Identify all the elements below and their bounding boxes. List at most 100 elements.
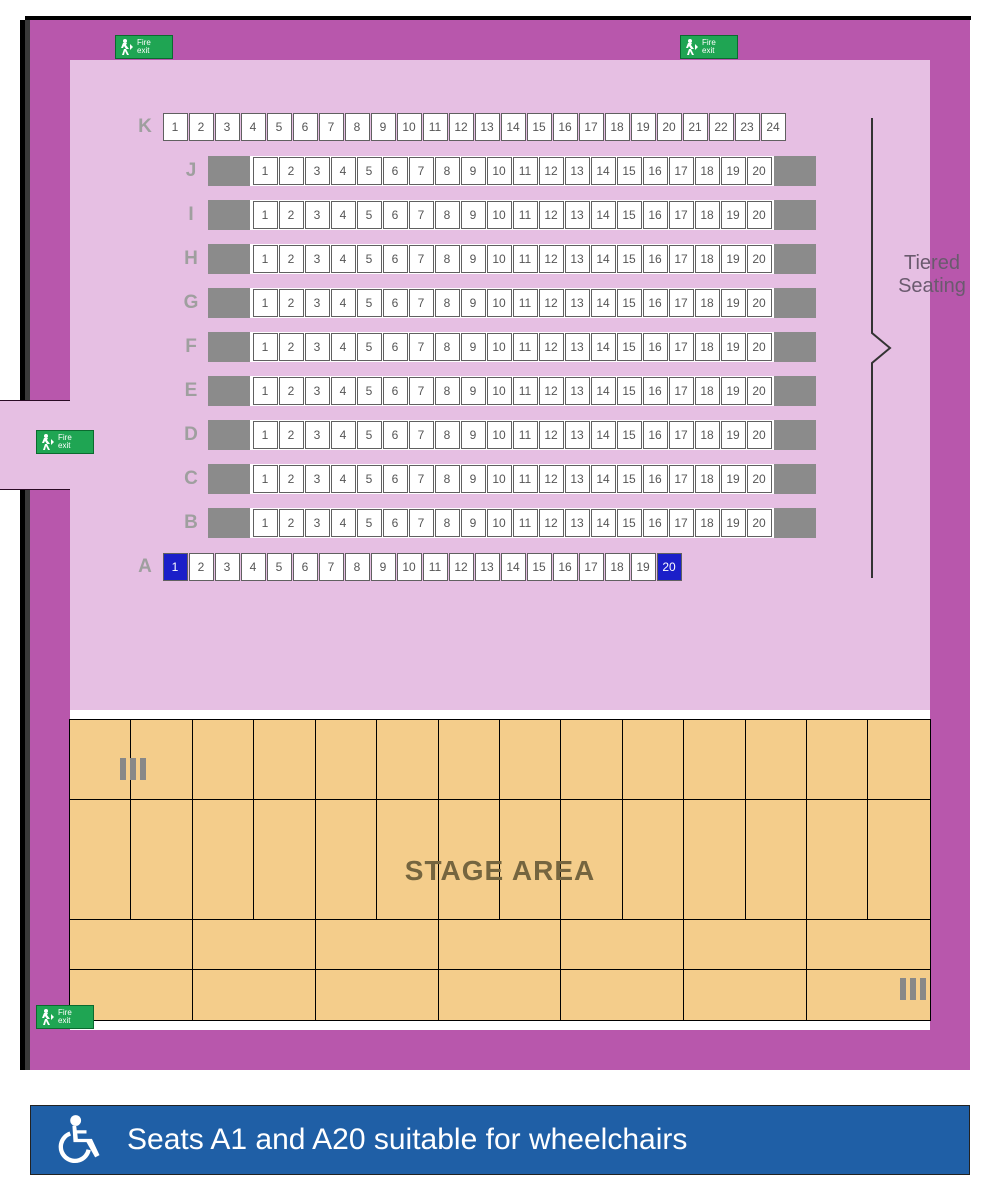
seat-C2[interactable]: 2	[280, 466, 303, 492]
seat-A11[interactable]: 11	[424, 554, 447, 580]
seat-A16[interactable]: 16	[554, 554, 577, 580]
seat-C19[interactable]: 19	[722, 466, 745, 492]
seat-B7[interactable]: 7	[410, 510, 433, 536]
seat-I12[interactable]: 12	[540, 202, 563, 228]
seat-I2[interactable]: 2	[280, 202, 303, 228]
seat-A7[interactable]: 7	[320, 554, 343, 580]
seat-H5[interactable]: 5	[358, 246, 381, 272]
seat-I8[interactable]: 8	[436, 202, 459, 228]
seat-H9[interactable]: 9	[462, 246, 485, 272]
seat-B4[interactable]: 4	[332, 510, 355, 536]
seat-E8[interactable]: 8	[436, 378, 459, 404]
seat-F11[interactable]: 11	[514, 334, 537, 360]
seat-A9[interactable]: 9	[372, 554, 395, 580]
seat-J9[interactable]: 9	[462, 158, 485, 184]
seat-A8[interactable]: 8	[346, 554, 369, 580]
seat-F8[interactable]: 8	[436, 334, 459, 360]
seat-I13[interactable]: 13	[566, 202, 589, 228]
seat-B17[interactable]: 17	[670, 510, 693, 536]
seat-C17[interactable]: 17	[670, 466, 693, 492]
seat-J4[interactable]: 4	[332, 158, 355, 184]
seat-C11[interactable]: 11	[514, 466, 537, 492]
seat-K15[interactable]: 15	[528, 114, 551, 140]
seat-G14[interactable]: 14	[592, 290, 615, 316]
seat-J12[interactable]: 12	[540, 158, 563, 184]
seat-K13[interactable]: 13	[476, 114, 499, 140]
seat-E3[interactable]: 3	[306, 378, 329, 404]
seat-F9[interactable]: 9	[462, 334, 485, 360]
seat-K19[interactable]: 19	[632, 114, 655, 140]
seat-B2[interactable]: 2	[280, 510, 303, 536]
seat-F3[interactable]: 3	[306, 334, 329, 360]
seat-G19[interactable]: 19	[722, 290, 745, 316]
seat-A6[interactable]: 6	[294, 554, 317, 580]
seat-D19[interactable]: 19	[722, 422, 745, 448]
seat-J20[interactable]: 20	[748, 158, 771, 184]
seat-H20[interactable]: 20	[748, 246, 771, 272]
seat-G13[interactable]: 13	[566, 290, 589, 316]
seat-A2[interactable]: 2	[190, 554, 213, 580]
seat-E16[interactable]: 16	[644, 378, 667, 404]
seat-F14[interactable]: 14	[592, 334, 615, 360]
seat-J19[interactable]: 19	[722, 158, 745, 184]
seat-C8[interactable]: 8	[436, 466, 459, 492]
seat-A4[interactable]: 4	[242, 554, 265, 580]
seat-K17[interactable]: 17	[580, 114, 603, 140]
seat-B12[interactable]: 12	[540, 510, 563, 536]
seat-H11[interactable]: 11	[514, 246, 537, 272]
seat-K18[interactable]: 18	[606, 114, 629, 140]
seat-K24[interactable]: 24	[762, 114, 785, 140]
seat-G8[interactable]: 8	[436, 290, 459, 316]
seat-C16[interactable]: 16	[644, 466, 667, 492]
seat-C10[interactable]: 10	[488, 466, 511, 492]
seat-K20[interactable]: 20	[658, 114, 681, 140]
seat-K7[interactable]: 7	[320, 114, 343, 140]
seat-G15[interactable]: 15	[618, 290, 641, 316]
seat-B5[interactable]: 5	[358, 510, 381, 536]
seat-F4[interactable]: 4	[332, 334, 355, 360]
seat-G12[interactable]: 12	[540, 290, 563, 316]
seat-E17[interactable]: 17	[670, 378, 693, 404]
seat-C18[interactable]: 18	[696, 466, 719, 492]
seat-E20[interactable]: 20	[748, 378, 771, 404]
seat-H6[interactable]: 6	[384, 246, 407, 272]
seat-C3[interactable]: 3	[306, 466, 329, 492]
seat-B20[interactable]: 20	[748, 510, 771, 536]
seat-H3[interactable]: 3	[306, 246, 329, 272]
seat-K22[interactable]: 22	[710, 114, 733, 140]
seat-F19[interactable]: 19	[722, 334, 745, 360]
seat-J11[interactable]: 11	[514, 158, 537, 184]
seat-K6[interactable]: 6	[294, 114, 317, 140]
seat-K2[interactable]: 2	[190, 114, 213, 140]
seat-G20[interactable]: 20	[748, 290, 771, 316]
seat-C13[interactable]: 13	[566, 466, 589, 492]
seat-E5[interactable]: 5	[358, 378, 381, 404]
seat-I17[interactable]: 17	[670, 202, 693, 228]
seat-A17[interactable]: 17	[580, 554, 603, 580]
seat-C5[interactable]: 5	[358, 466, 381, 492]
seat-D1[interactable]: 1	[254, 422, 277, 448]
seat-K21[interactable]: 21	[684, 114, 707, 140]
seat-B1[interactable]: 1	[254, 510, 277, 536]
seat-B14[interactable]: 14	[592, 510, 615, 536]
seat-D6[interactable]: 6	[384, 422, 407, 448]
seat-I5[interactable]: 5	[358, 202, 381, 228]
seat-E18[interactable]: 18	[696, 378, 719, 404]
seat-J5[interactable]: 5	[358, 158, 381, 184]
seat-C6[interactable]: 6	[384, 466, 407, 492]
seat-D5[interactable]: 5	[358, 422, 381, 448]
seat-I19[interactable]: 19	[722, 202, 745, 228]
seat-H14[interactable]: 14	[592, 246, 615, 272]
seat-B8[interactable]: 8	[436, 510, 459, 536]
seat-H12[interactable]: 12	[540, 246, 563, 272]
seat-G6[interactable]: 6	[384, 290, 407, 316]
seat-A10[interactable]: 10	[398, 554, 421, 580]
seat-A14[interactable]: 14	[502, 554, 525, 580]
seat-E7[interactable]: 7	[410, 378, 433, 404]
seat-B16[interactable]: 16	[644, 510, 667, 536]
seat-F15[interactable]: 15	[618, 334, 641, 360]
seat-D17[interactable]: 17	[670, 422, 693, 448]
seat-F5[interactable]: 5	[358, 334, 381, 360]
seat-F12[interactable]: 12	[540, 334, 563, 360]
seat-J10[interactable]: 10	[488, 158, 511, 184]
